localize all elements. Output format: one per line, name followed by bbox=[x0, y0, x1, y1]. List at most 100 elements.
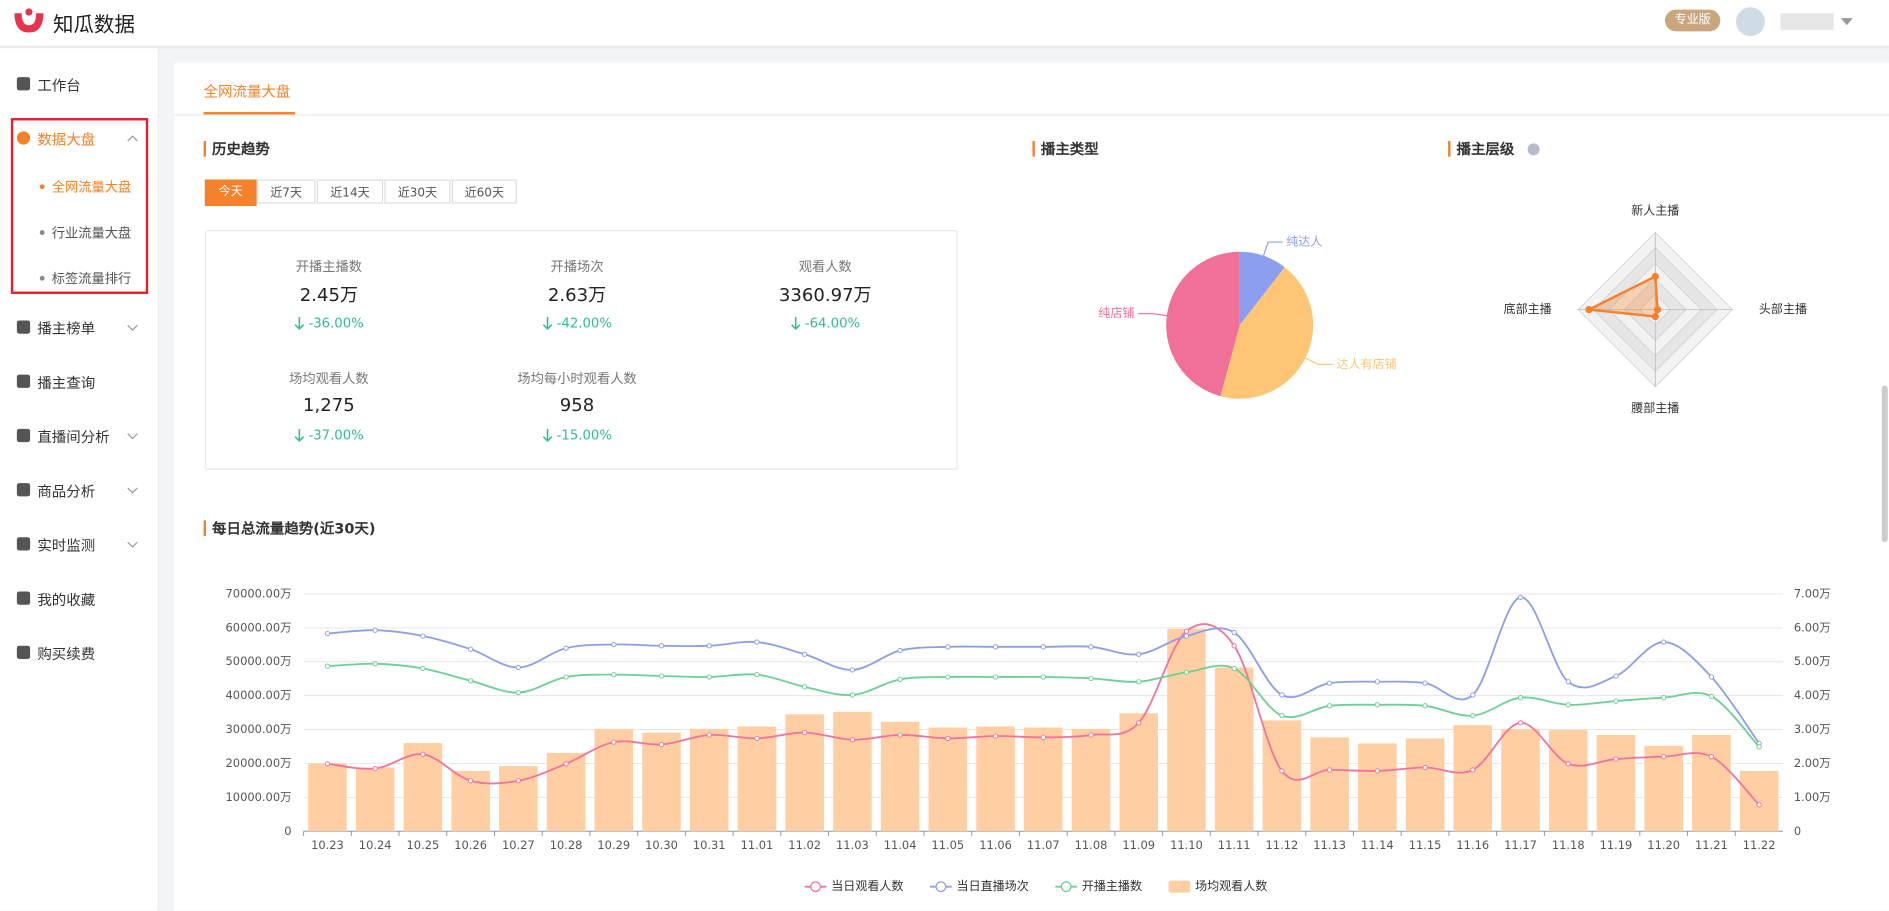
legend-label: 场均观看人数 bbox=[1195, 878, 1267, 893]
stat-change-row: -42.00% bbox=[469, 316, 686, 331]
down-arrow bbox=[294, 428, 305, 443]
down-arrow bbox=[542, 428, 553, 443]
stat-label: 场均每小时观看人数 bbox=[517, 371, 637, 387]
line-point bbox=[515, 778, 521, 784]
section-title: 播主类型 bbox=[1040, 140, 1099, 158]
filter-button[interactable]: 今天 bbox=[204, 179, 257, 207]
menu-item[interactable]: 购买续费 bbox=[37, 645, 96, 663]
submenu-item[interactable]: 行业流量大盘 bbox=[51, 225, 132, 241]
line-point bbox=[1517, 720, 1524, 726]
line-point bbox=[1708, 754, 1715, 760]
line-point bbox=[372, 627, 378, 633]
info-icon[interactable] bbox=[1527, 143, 1540, 156]
menu-item[interactable]: 我的收藏 bbox=[37, 591, 96, 609]
line-point bbox=[372, 661, 378, 667]
line-point bbox=[1183, 669, 1190, 675]
menu-item[interactable]: 播主榜单 bbox=[37, 320, 96, 338]
line-point bbox=[1661, 639, 1667, 645]
x-tick-label: 10.24 bbox=[359, 838, 392, 852]
y-tick-label: 4.00万 bbox=[1794, 688, 1831, 702]
line-point bbox=[1422, 764, 1428, 771]
menu-item[interactable]: 工作台 bbox=[37, 77, 81, 94]
y-tick-label: 2.00万 bbox=[1794, 756, 1831, 770]
menu-chevron[interactable] bbox=[126, 324, 138, 331]
line-point bbox=[467, 778, 474, 784]
menu-chevron[interactable] bbox=[126, 541, 138, 548]
x-tick-label: 10.27 bbox=[502, 838, 535, 852]
x-tick-label: 11.04 bbox=[884, 838, 917, 852]
bar bbox=[1024, 727, 1063, 832]
x-tick-label: 11.16 bbox=[1456, 838, 1489, 852]
filter-button[interactable]: 近60天 bbox=[451, 179, 517, 204]
stat-change: -36.00% bbox=[308, 315, 364, 332]
avatar[interactable] bbox=[1736, 7, 1765, 37]
bar bbox=[833, 711, 872, 832]
line-point bbox=[754, 639, 760, 645]
bar bbox=[1501, 728, 1540, 832]
user-caret[interactable] bbox=[1840, 17, 1853, 27]
scrollbar[interactable] bbox=[1881, 385, 1888, 543]
bar bbox=[642, 732, 681, 832]
y-tick-label: 1.00万 bbox=[1794, 790, 1831, 804]
line-point bbox=[945, 644, 951, 650]
line-point bbox=[1374, 768, 1380, 774]
line-point bbox=[897, 732, 903, 738]
pie-label: 达人有店铺 bbox=[1336, 357, 1396, 371]
stat-change-row: -64.00% bbox=[717, 316, 934, 331]
stat-value: 3360.97万 bbox=[778, 284, 872, 306]
submenu-dot bbox=[39, 275, 45, 281]
menu-item[interactable]: 直播间分析 bbox=[37, 428, 110, 446]
line-point bbox=[563, 674, 569, 680]
menu-icon bbox=[16, 131, 31, 145]
filter-button[interactable]: 近30天 bbox=[384, 179, 451, 204]
bar bbox=[1214, 667, 1254, 832]
filter-button[interactable]: 近7天 bbox=[256, 179, 316, 204]
bar bbox=[1548, 729, 1588, 832]
line-point bbox=[611, 739, 617, 745]
line-point bbox=[992, 733, 999, 739]
stat-value: 1,275 bbox=[303, 393, 355, 416]
x-tick-label: 11.22 bbox=[1743, 838, 1776, 852]
line-point bbox=[658, 741, 665, 748]
line-point bbox=[706, 643, 712, 649]
trend-chart: 0 10000.00万 20000.00万 30000.00万 40000.00万 500… bbox=[226, 586, 1831, 893]
menu-icon bbox=[16, 320, 31, 334]
line-point bbox=[1136, 679, 1142, 685]
radar-point bbox=[1585, 305, 1593, 314]
menu-item[interactable]: 实时监测 bbox=[37, 537, 96, 555]
menu-chevron[interactable] bbox=[126, 432, 138, 440]
legend-swatch bbox=[1168, 880, 1191, 893]
x-tick-label: 11.05 bbox=[931, 838, 964, 852]
x-tick-label: 11.18 bbox=[1552, 838, 1585, 852]
submenu-dot bbox=[39, 184, 45, 190]
x-tick-label: 11.06 bbox=[979, 838, 1012, 852]
line-point bbox=[1470, 767, 1476, 773]
line-point bbox=[945, 674, 951, 680]
line-point bbox=[1040, 644, 1046, 650]
line-point bbox=[992, 644, 999, 650]
bar bbox=[355, 767, 395, 832]
line-point bbox=[515, 664, 521, 671]
radar-label: 底部主播 bbox=[1504, 301, 1552, 316]
line-point bbox=[1661, 754, 1667, 760]
bar bbox=[737, 726, 777, 832]
pie-slice bbox=[1220, 267, 1314, 399]
radar-point bbox=[1651, 272, 1659, 281]
filter-button[interactable]: 近14天 bbox=[316, 179, 384, 204]
menu-chevron[interactable] bbox=[126, 487, 138, 494]
y-tick-label: 5.00万 bbox=[1794, 654, 1831, 668]
line-point bbox=[1136, 651, 1142, 657]
pie-slice bbox=[1166, 251, 1240, 397]
submenu-item[interactable]: 全网流量大盘 bbox=[51, 179, 132, 196]
menu-item[interactable]: 商品分析 bbox=[37, 483, 96, 500]
submenu-item[interactable]: 标签流量排行 bbox=[51, 271, 132, 287]
line-point bbox=[1183, 628, 1190, 634]
bar bbox=[403, 743, 443, 832]
tab[interactable]: 全网流量大盘 bbox=[203, 83, 291, 100]
pie-slice bbox=[1239, 251, 1285, 326]
menu-item[interactable]: 播主查询 bbox=[37, 374, 96, 392]
menu-chevron[interactable] bbox=[126, 135, 138, 142]
stat-change-row: -37.00% bbox=[220, 428, 437, 443]
menu-item[interactable]: 数据大盘 bbox=[37, 131, 96, 149]
x-tick-label: 11.10 bbox=[1170, 838, 1203, 852]
